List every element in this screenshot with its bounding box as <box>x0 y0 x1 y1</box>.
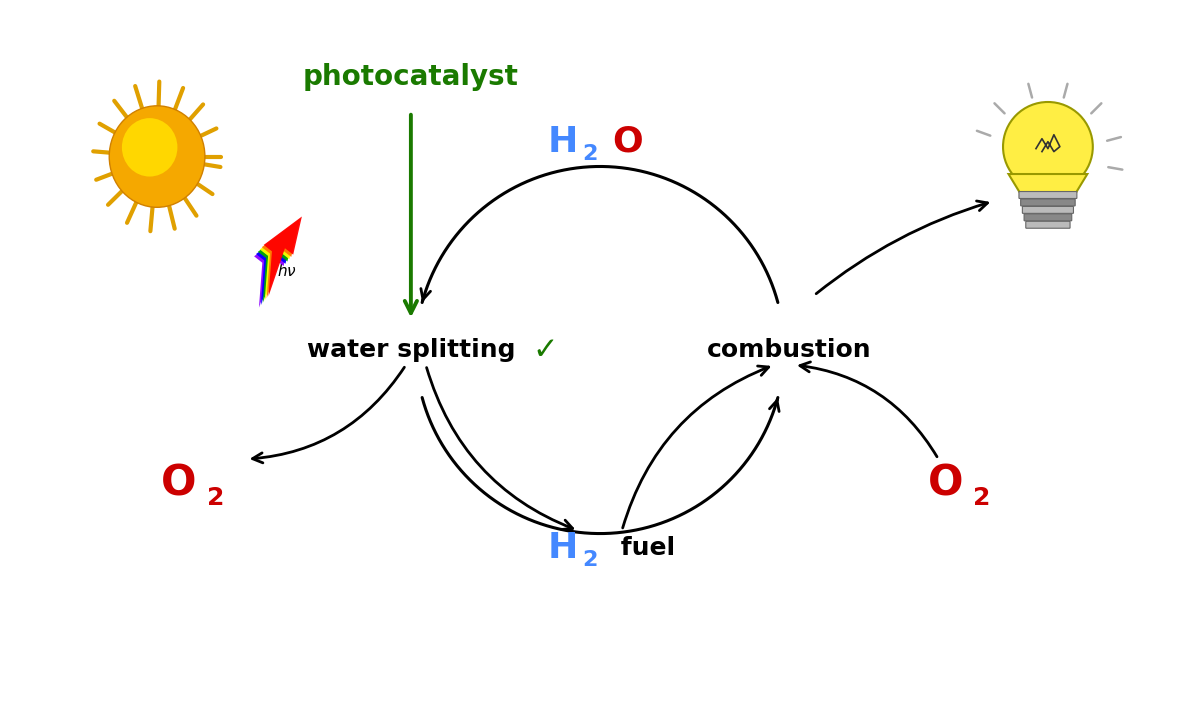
Text: 2: 2 <box>206 486 224 510</box>
Ellipse shape <box>109 106 205 207</box>
FancyBboxPatch shape <box>1019 192 1076 199</box>
Ellipse shape <box>122 118 178 176</box>
Text: O: O <box>612 125 643 159</box>
FancyBboxPatch shape <box>1021 199 1075 206</box>
Polygon shape <box>260 221 298 301</box>
Text: ✓: ✓ <box>533 336 558 364</box>
Text: 2: 2 <box>582 144 598 164</box>
FancyBboxPatch shape <box>1026 221 1070 228</box>
Text: $h\nu$: $h\nu$ <box>276 263 296 278</box>
Text: H: H <box>547 532 578 565</box>
Polygon shape <box>262 219 300 298</box>
Polygon shape <box>258 223 296 303</box>
Text: H: H <box>547 125 578 159</box>
Text: combustion: combustion <box>707 338 871 362</box>
Text: O: O <box>161 463 197 505</box>
FancyBboxPatch shape <box>1022 207 1074 214</box>
Text: O: O <box>928 463 964 505</box>
Polygon shape <box>264 216 302 296</box>
FancyBboxPatch shape <box>1024 214 1072 221</box>
Text: 2: 2 <box>973 486 991 510</box>
Text: fuel: fuel <box>612 537 676 560</box>
Text: water splitting: water splitting <box>307 338 515 362</box>
Polygon shape <box>254 228 293 307</box>
Polygon shape <box>256 226 294 305</box>
Text: 2: 2 <box>582 551 598 570</box>
Polygon shape <box>1008 174 1087 192</box>
Circle shape <box>1003 102 1093 192</box>
Text: photocatalyst: photocatalyst <box>302 63 518 91</box>
